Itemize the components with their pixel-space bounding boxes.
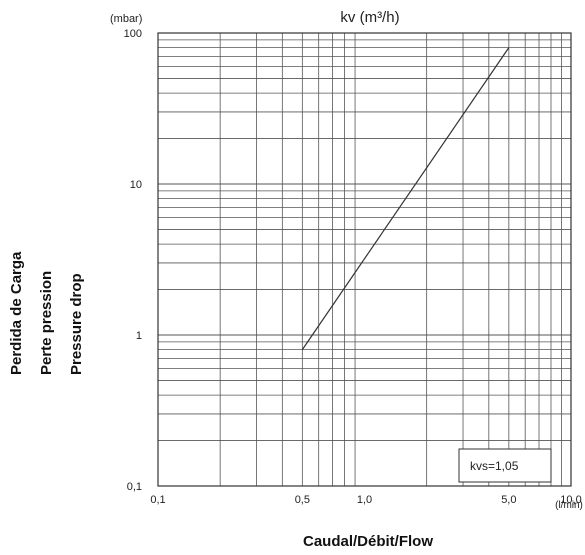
y-axis-title: Perdida de Carga Perte pression Pressure…	[6, 175, 106, 405]
y-axis-title-line-3: Pressure drop	[68, 273, 85, 375]
y-axis-title-line-2: Perte pression	[38, 270, 55, 375]
x-tick-label: 0,5	[295, 494, 310, 506]
y-tick-label: 0,1	[127, 481, 142, 493]
kvs-annotation: kvs=1,05	[470, 459, 519, 473]
x-tick-labels: 0,1 0,5 1,0 5,0 10,0	[150, 494, 581, 506]
y-tick-label: 100	[124, 28, 142, 40]
grid	[158, 33, 571, 486]
kvs-annotation-box: kvs=1,05	[458, 448, 552, 483]
series-layer	[301, 47, 510, 350]
x-tick-label: 10,0	[560, 494, 581, 506]
y-tick-label: 10	[130, 179, 142, 191]
y-axis-title-line-1: Perdida de Carga	[8, 251, 25, 375]
x-tick-label: 0,1	[150, 494, 165, 506]
y-unit-label: (mbar)	[110, 13, 142, 25]
x-tick-label: 5,0	[501, 494, 516, 506]
plot-frame	[157, 32, 572, 487]
y-tick-label: 1	[136, 330, 142, 342]
x-axis-title: Caudal/Débit/Flow	[303, 533, 433, 550]
y-tick-labels: 0,1 1 10 100	[124, 28, 142, 493]
chart-title: kv (m³/h)	[340, 9, 399, 26]
x-tick-label: 1,0	[357, 494, 372, 506]
x-unit-label: (l/min)	[555, 500, 583, 511]
series-line	[301, 47, 510, 350]
